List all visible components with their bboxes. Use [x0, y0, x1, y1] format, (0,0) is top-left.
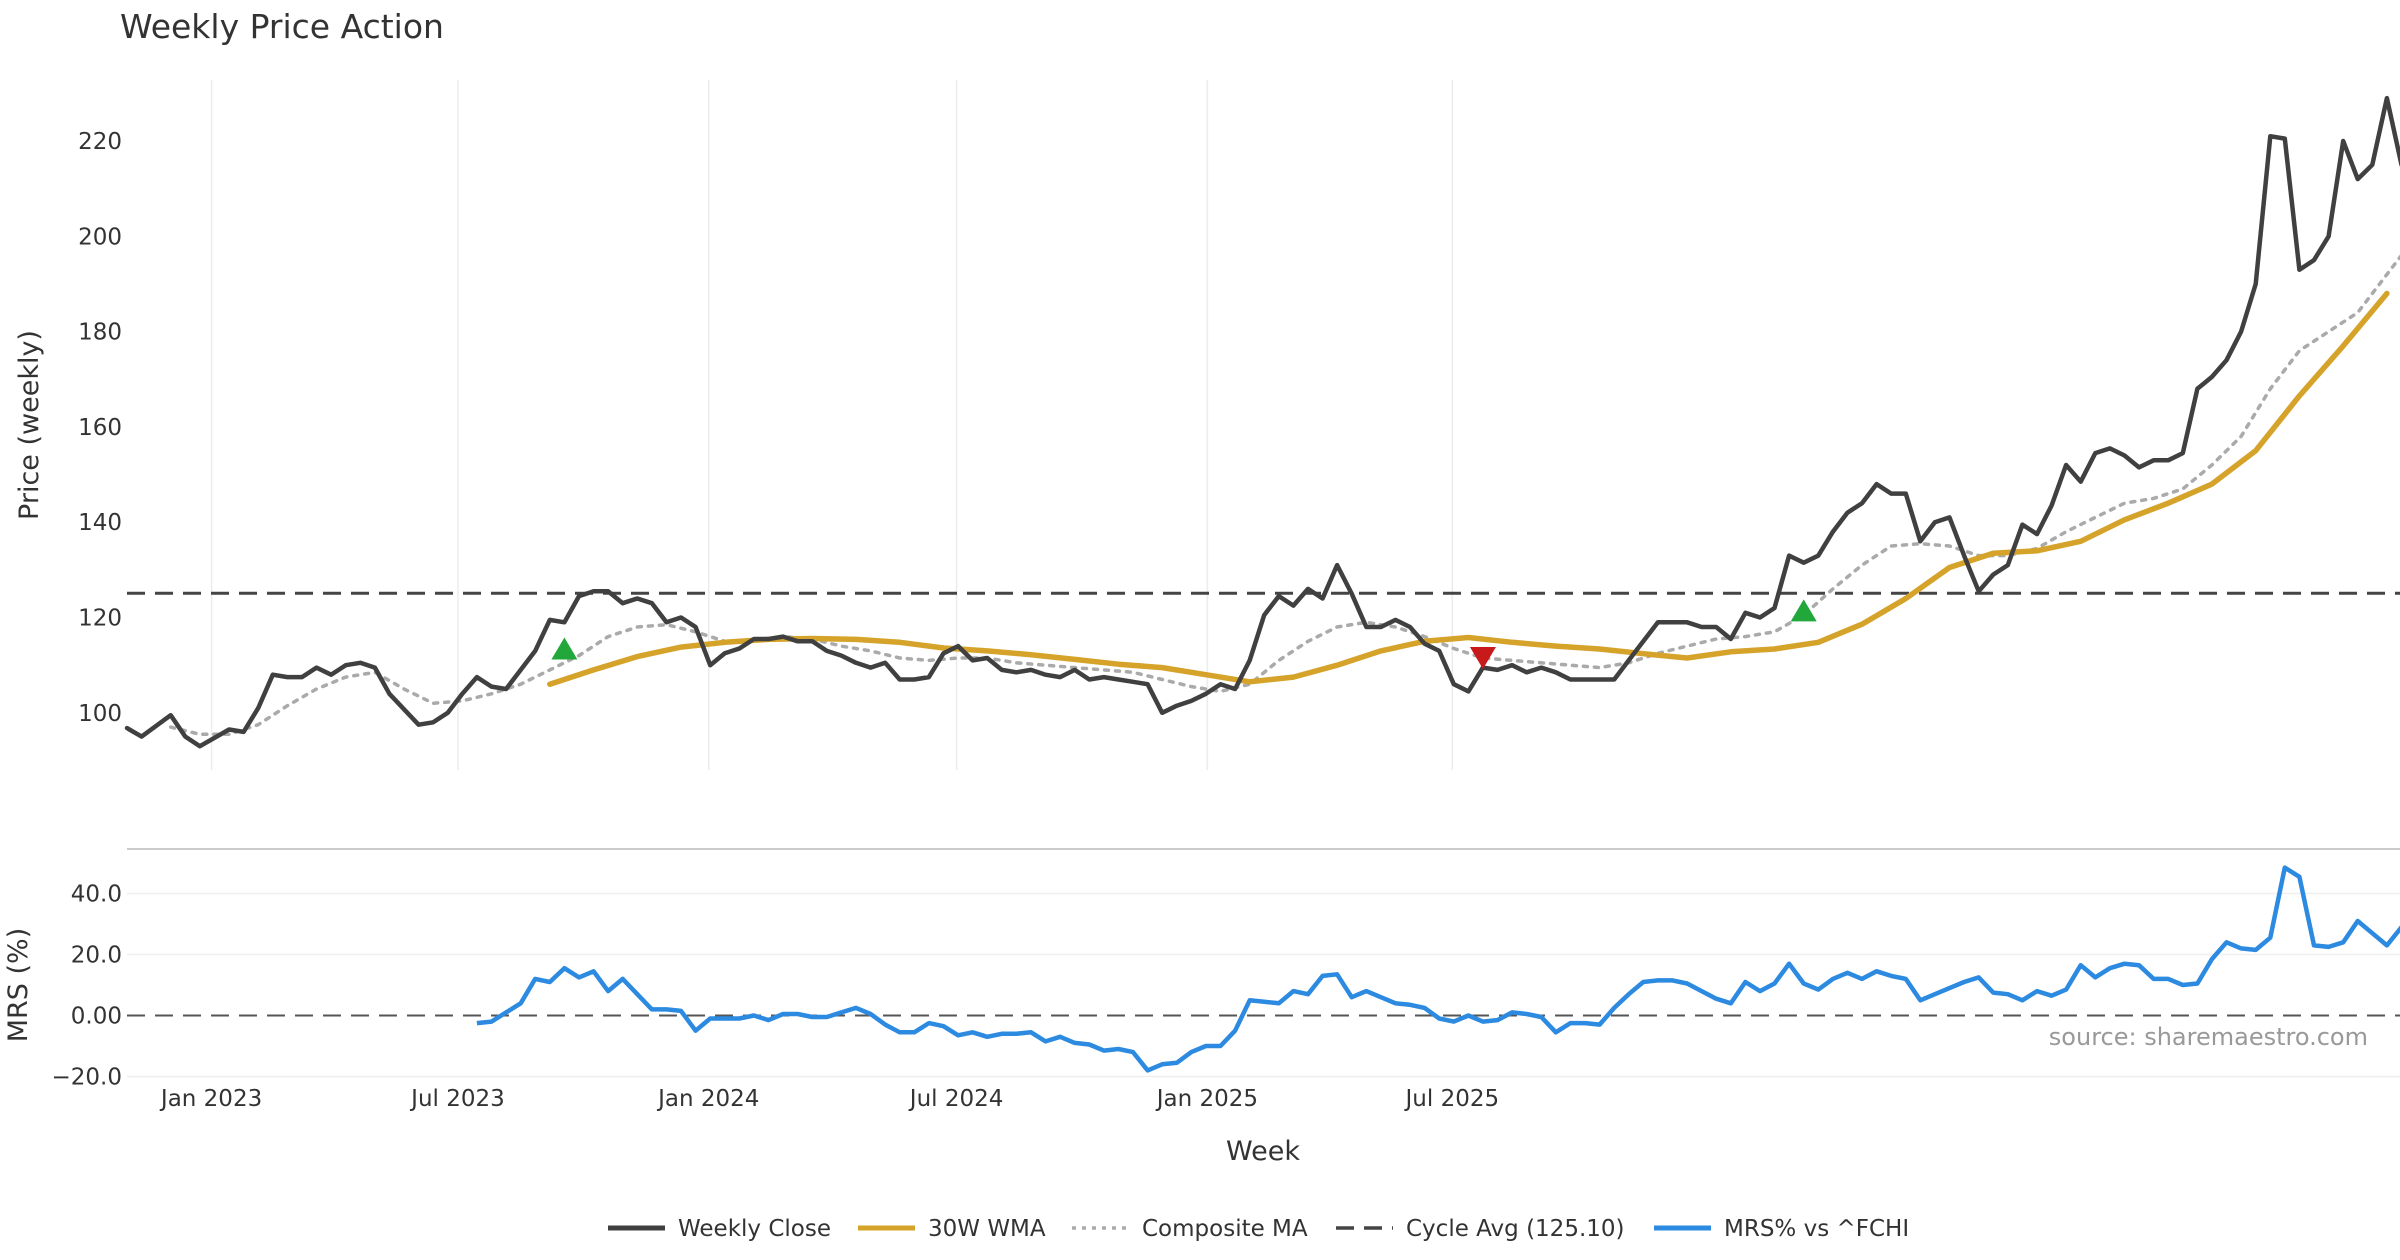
mrs-y-tick-label: 0.00: [71, 1003, 122, 1029]
price-y-tick-label: 160: [78, 415, 122, 441]
legend-label: Weekly Close: [678, 1216, 831, 1242]
mrs-y-tick-label: 20.0: [71, 943, 122, 969]
legend-label: Composite MA: [1142, 1216, 1308, 1242]
mrs-y-ticks: 40.0 20.0 0.00 −20.0: [52, 882, 122, 1091]
mrs-y-axis-label: MRS (%): [3, 928, 34, 1043]
x-tick-label: Jul 2024: [908, 1086, 1004, 1112]
price-y-tick-label: 140: [78, 510, 122, 536]
source-note: source: sharemaestro.com: [2049, 1023, 2368, 1051]
x-tick-label: Jul 2025: [1404, 1086, 1500, 1112]
chart-title: Weekly Price Action: [120, 7, 444, 46]
price-y-tick-label: 220: [78, 129, 122, 155]
price-y-axis-label: Price (weekly): [14, 330, 45, 520]
price-y-tick-label: 200: [78, 224, 122, 250]
price-grid: [210, 80, 1454, 770]
x-tick-label: Jul 2023: [409, 1086, 505, 1112]
price-series: [124, 95, 2400, 749]
sell-signal-marker: [1469, 647, 1496, 670]
mrs-line: [476, 865, 2400, 1073]
legend-label: 30W WMA: [928, 1216, 1046, 1242]
x-axis-label: Week: [1226, 1136, 1300, 1167]
mrs-grid: [127, 892, 2400, 1078]
mrs-series: [476, 865, 2400, 1073]
composite-ma-line: [168, 254, 2400, 737]
price-y-ticks: 100 120 140 160 180 200 220: [78, 129, 122, 727]
x-ticks: Jan 2023 Jul 2023 Jan 2024 Jul 2024 Jan 2025…: [159, 1086, 1499, 1112]
legend: Weekly Close 30W WMA Composite MA Cycle Avg…: [608, 1216, 1909, 1242]
x-tick-label: Jan 2024: [656, 1086, 759, 1112]
price-y-tick-label: 100: [78, 701, 122, 727]
legend-label: MRS% vs ^FCHI: [1724, 1216, 1909, 1242]
30w-wma-line: [547, 290, 2390, 687]
x-tick-label: Jan 2025: [1155, 1086, 1258, 1112]
mrs-y-tick-label: 40.0: [71, 882, 122, 908]
signal-markers: [551, 599, 1817, 670]
buy-signal-marker: [551, 637, 578, 660]
price-y-tick-label: 120: [78, 606, 122, 632]
mrs-y-tick-label: −20.0: [52, 1064, 122, 1090]
buy-signal-marker: [1790, 599, 1817, 622]
price-y-tick-label: 180: [78, 320, 122, 346]
legend-label: Cycle Avg (125.10): [1406, 1216, 1625, 1242]
weekly-close-line: [124, 95, 2400, 749]
x-tick-label: Jan 2023: [159, 1086, 262, 1112]
